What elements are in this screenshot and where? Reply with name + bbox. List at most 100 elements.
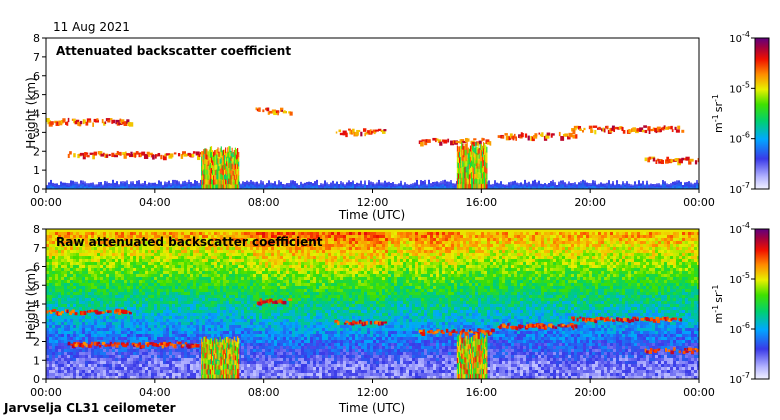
raw-cell [160,316,164,320]
precip-cell [461,171,463,178]
surface-cell [492,185,494,188]
precip-cell [464,171,466,179]
raw-cell [145,262,149,266]
raw-cell [169,298,173,302]
surface-cell [622,181,624,184]
surface-cell [592,181,594,185]
surface-cell [632,186,634,188]
raw-cell [70,271,74,275]
cloud-cell [349,130,352,135]
raw-cell [115,364,119,368]
raw-cell [133,235,137,239]
raw-cell [133,340,137,344]
raw-cell [52,259,56,263]
surface-cell [300,186,302,189]
surface-cell [86,185,88,188]
precip-cell [217,168,219,174]
raw-cell [79,289,83,293]
surface-cell [554,186,556,189]
surface-cell [690,183,692,186]
raw-cell [184,310,188,314]
raw-cell [154,241,158,245]
precip-cell [228,151,230,158]
precip-cell [459,146,461,153]
raw-cell [178,265,182,269]
raw-cell [115,241,119,245]
raw-cell [181,328,185,332]
raw-cell [91,265,95,269]
raw-cell [169,301,173,305]
raw-cell [127,319,131,323]
surface-cell [258,187,260,189]
precip-cell [473,146,475,153]
raw-cell [106,301,110,305]
raw-cell [70,376,74,379]
raw-cell [133,289,137,293]
raw-cell [88,376,92,379]
raw-cell [148,262,152,266]
surface-cell [566,187,568,189]
surface-cell [114,185,116,188]
surface-cell [62,187,64,189]
raw-cell [148,238,152,242]
raw-cell [58,289,62,293]
precip-cell [221,184,223,189]
raw-cell [112,352,116,356]
surface-cell [420,180,422,183]
raw-cell [109,250,113,254]
surface-cell [156,186,158,189]
precip-cell [220,173,222,179]
surface-cell [266,187,268,189]
precip-cell [234,178,237,185]
raw-cell [157,322,161,326]
surface-cell [672,184,674,187]
raw-cell [79,370,83,374]
raw-cell [115,247,119,251]
raw-cell [145,241,149,245]
raw-cell [136,289,140,293]
surface-cell [296,185,298,188]
raw-cell [124,259,128,263]
precip-cell [233,164,235,171]
raw-cell [46,352,50,356]
surface-cell [654,185,656,188]
raw-cell [154,289,158,293]
precip-cell [474,183,476,189]
raw-cell [154,268,158,272]
raw-cell [94,274,98,278]
cloud-cell [128,122,134,127]
raw-cell [52,295,56,299]
raw-cell [100,238,104,242]
raw-cell [109,337,113,341]
y-tick-label: 6 [33,70,40,83]
raw-cell [169,346,173,350]
surface-cell [650,184,652,187]
raw-cell [58,322,62,326]
surface-cell [404,186,406,189]
raw-cell [88,292,92,296]
raw-cell [55,256,59,260]
raw-cell [97,334,101,338]
raw-cell [82,277,86,281]
surface-cell [386,186,388,189]
cloud-cell [630,128,633,132]
surface-cell [416,183,418,186]
raw-cell [142,370,146,374]
raw-cell [85,376,89,379]
precip-cell [210,162,213,169]
raw-cell [55,331,59,335]
precip-cell [472,172,474,179]
surface-cell [618,186,620,188]
surface-cell [372,182,374,185]
raw-cell [163,358,167,362]
precip-cell [207,174,209,181]
raw-cell [112,238,116,242]
raw-cell [127,295,131,299]
raw-cell [124,256,128,260]
cloud-cell [122,152,126,156]
surface-cell [256,181,258,184]
raw-cell [67,313,71,317]
raw-cell [142,298,146,302]
surface-cell [80,187,82,189]
raw-cell [121,298,125,302]
